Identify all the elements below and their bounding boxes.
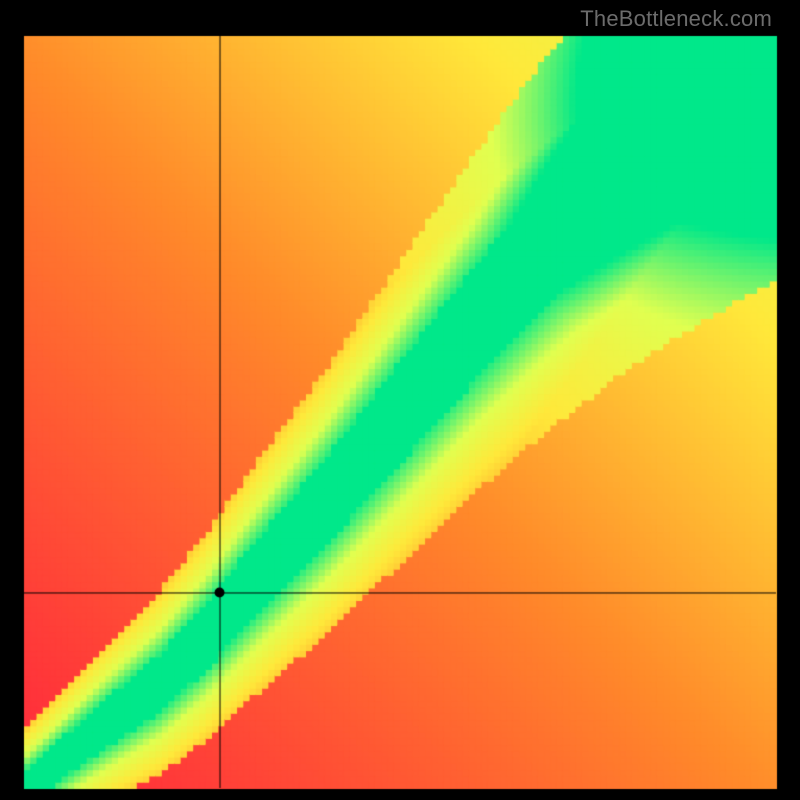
heatmap-canvas bbox=[0, 0, 800, 800]
chart-container: TheBottleneck.com bbox=[0, 0, 800, 800]
watermark-text: TheBottleneck.com bbox=[580, 6, 772, 32]
